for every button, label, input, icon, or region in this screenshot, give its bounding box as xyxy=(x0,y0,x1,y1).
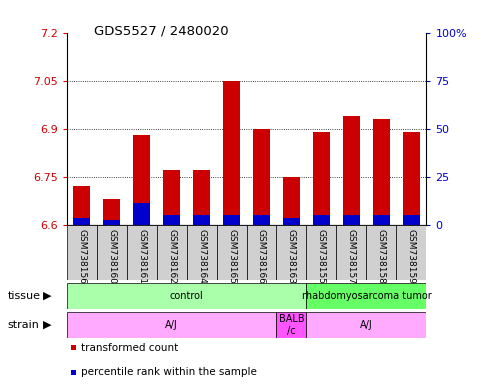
Bar xyxy=(73,186,90,225)
Text: GSM738162: GSM738162 xyxy=(167,228,176,283)
Bar xyxy=(336,225,366,280)
Text: GSM738155: GSM738155 xyxy=(317,228,326,283)
Bar xyxy=(403,215,420,225)
Bar xyxy=(104,220,120,225)
Text: GSM738160: GSM738160 xyxy=(107,228,116,283)
Bar xyxy=(127,225,157,280)
Text: ▶: ▶ xyxy=(42,291,51,301)
Bar xyxy=(343,215,360,225)
Bar xyxy=(133,203,150,225)
Text: GSM738164: GSM738164 xyxy=(197,228,206,283)
Bar xyxy=(67,283,307,309)
Text: GSM738158: GSM738158 xyxy=(377,228,386,283)
Text: GSM738166: GSM738166 xyxy=(257,228,266,283)
Bar xyxy=(307,283,426,309)
Text: A/J: A/J xyxy=(360,320,373,330)
Text: GDS5527 / 2480020: GDS5527 / 2480020 xyxy=(94,25,228,38)
Text: A/J: A/J xyxy=(165,320,178,330)
Text: tissue: tissue xyxy=(7,291,40,301)
Text: transformed count: transformed count xyxy=(81,343,178,353)
Bar xyxy=(277,225,307,280)
Text: GSM738165: GSM738165 xyxy=(227,228,236,283)
Bar xyxy=(343,116,360,225)
Bar xyxy=(307,225,336,280)
Bar xyxy=(157,225,186,280)
Bar xyxy=(313,132,330,225)
Bar xyxy=(216,225,246,280)
Bar xyxy=(277,312,307,338)
Bar xyxy=(133,135,150,225)
Bar xyxy=(373,119,389,225)
Bar xyxy=(163,170,180,225)
Text: GSM738156: GSM738156 xyxy=(77,228,86,283)
Text: control: control xyxy=(170,291,204,301)
Bar xyxy=(163,215,180,225)
Text: strain: strain xyxy=(7,320,39,330)
Bar xyxy=(67,225,97,280)
Text: GSM738159: GSM738159 xyxy=(407,228,416,283)
Text: GSM738157: GSM738157 xyxy=(347,228,356,283)
Bar xyxy=(373,215,389,225)
Text: GSM738163: GSM738163 xyxy=(287,228,296,283)
Bar xyxy=(186,225,216,280)
Text: percentile rank within the sample: percentile rank within the sample xyxy=(81,367,257,377)
Text: rhabdomyosarcoma tumor: rhabdomyosarcoma tumor xyxy=(302,291,431,301)
Bar xyxy=(73,218,90,225)
Bar xyxy=(246,225,277,280)
Bar xyxy=(307,312,426,338)
Text: BALB
/c: BALB /c xyxy=(279,314,304,336)
Bar xyxy=(97,225,127,280)
Bar xyxy=(403,132,420,225)
Text: ▶: ▶ xyxy=(42,320,51,330)
Bar xyxy=(253,215,270,225)
Bar xyxy=(283,218,300,225)
Bar xyxy=(104,199,120,225)
Bar xyxy=(67,312,277,338)
Text: GSM738161: GSM738161 xyxy=(137,228,146,283)
Bar xyxy=(223,215,240,225)
Bar xyxy=(396,225,426,280)
Bar xyxy=(253,129,270,225)
Bar xyxy=(366,225,396,280)
Bar xyxy=(193,170,210,225)
Bar xyxy=(313,215,330,225)
Bar xyxy=(193,215,210,225)
Bar xyxy=(223,81,240,225)
Bar xyxy=(283,177,300,225)
